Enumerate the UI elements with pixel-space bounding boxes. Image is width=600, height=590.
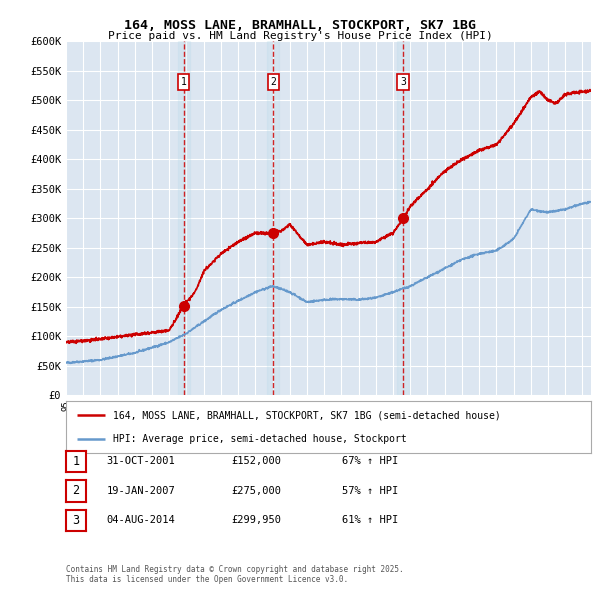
Text: 1: 1 (181, 77, 187, 87)
Text: £152,000: £152,000 (231, 457, 281, 466)
Text: Price paid vs. HM Land Registry's House Price Index (HPI): Price paid vs. HM Land Registry's House … (107, 31, 493, 41)
Text: 3: 3 (400, 77, 406, 87)
Text: 04-AUG-2014: 04-AUG-2014 (107, 516, 176, 525)
Text: 2: 2 (73, 484, 79, 497)
Text: 164, MOSS LANE, BRAMHALL, STOCKPORT, SK7 1BG (semi-detached house): 164, MOSS LANE, BRAMHALL, STOCKPORT, SK7… (113, 410, 501, 420)
Text: 31-OCT-2001: 31-OCT-2001 (107, 457, 176, 466)
Bar (397, 41, 409, 395)
Text: 3: 3 (73, 514, 79, 527)
Text: HPI: Average price, semi-detached house, Stockport: HPI: Average price, semi-detached house,… (113, 434, 407, 444)
Text: £275,000: £275,000 (231, 486, 281, 496)
Text: 2: 2 (271, 77, 277, 87)
Text: 57% ↑ HPI: 57% ↑ HPI (342, 486, 398, 496)
Text: 164, MOSS LANE, BRAMHALL, STOCKPORT, SK7 1BG: 164, MOSS LANE, BRAMHALL, STOCKPORT, SK7… (124, 19, 476, 32)
Text: 19-JAN-2007: 19-JAN-2007 (107, 486, 176, 496)
Text: Contains HM Land Registry data © Crown copyright and database right 2025.
This d: Contains HM Land Registry data © Crown c… (66, 565, 404, 584)
Text: £299,950: £299,950 (231, 516, 281, 525)
Text: 1: 1 (73, 455, 79, 468)
Bar (268, 41, 280, 395)
Text: 61% ↑ HPI: 61% ↑ HPI (342, 516, 398, 525)
Bar (178, 41, 190, 395)
Text: 67% ↑ HPI: 67% ↑ HPI (342, 457, 398, 466)
